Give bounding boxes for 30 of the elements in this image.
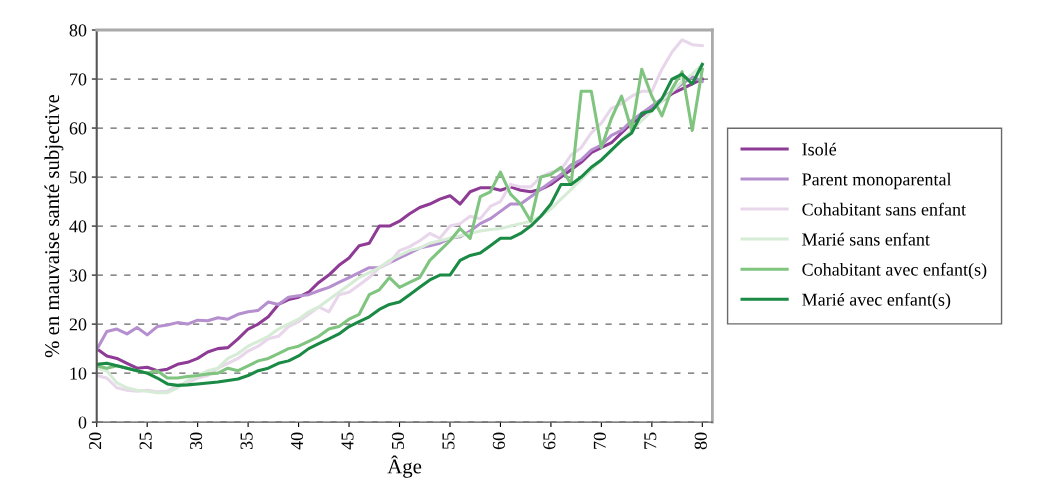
x-tick-label: 70: [593, 432, 606, 449]
x-tick-label: 75: [644, 432, 657, 449]
legend-label: Cohabitant sans enfant: [802, 202, 966, 216]
legend-label: Parent monoparental: [802, 172, 952, 190]
y-tick-label: 40: [69, 220, 87, 233]
x-tick-label: 40: [290, 432, 304, 450]
y-tick-label: 30: [69, 269, 87, 282]
x-tick-label: 25: [139, 432, 152, 450]
x-tick-label: 65: [543, 432, 556, 450]
x-tick-label: 45: [341, 432, 354, 450]
legend-label: Cohabitant avec enfant(s): [802, 262, 987, 280]
legend-label: Marié avec enfant(s): [802, 292, 951, 310]
x-axis-title: Âge: [387, 455, 422, 478]
y-tick-label: 0: [78, 416, 87, 429]
y-tick-label: 10: [70, 367, 87, 380]
x-tick-label: 55: [442, 432, 455, 449]
x-tick-label: 60: [492, 432, 505, 450]
y-tick-label: 60: [69, 122, 87, 135]
y-tick-label: 80: [69, 24, 87, 37]
y-tick-label: 20: [69, 318, 87, 331]
x-tick-label: 50: [391, 432, 405, 449]
x-tick-label: 20: [89, 432, 102, 450]
legend-label: Marié sans enfant: [802, 232, 930, 246]
legend-label: Isolé: [802, 142, 837, 156]
x-tick-label: 80: [694, 432, 707, 450]
y-axis-title: % en mauvaise santé subjective: [44, 94, 64, 358]
y-tick-label: 50: [69, 171, 87, 184]
y-tick-label: 70: [70, 73, 87, 86]
x-tick-label: 30: [189, 432, 203, 450]
x-tick-label: 35: [240, 432, 253, 450]
